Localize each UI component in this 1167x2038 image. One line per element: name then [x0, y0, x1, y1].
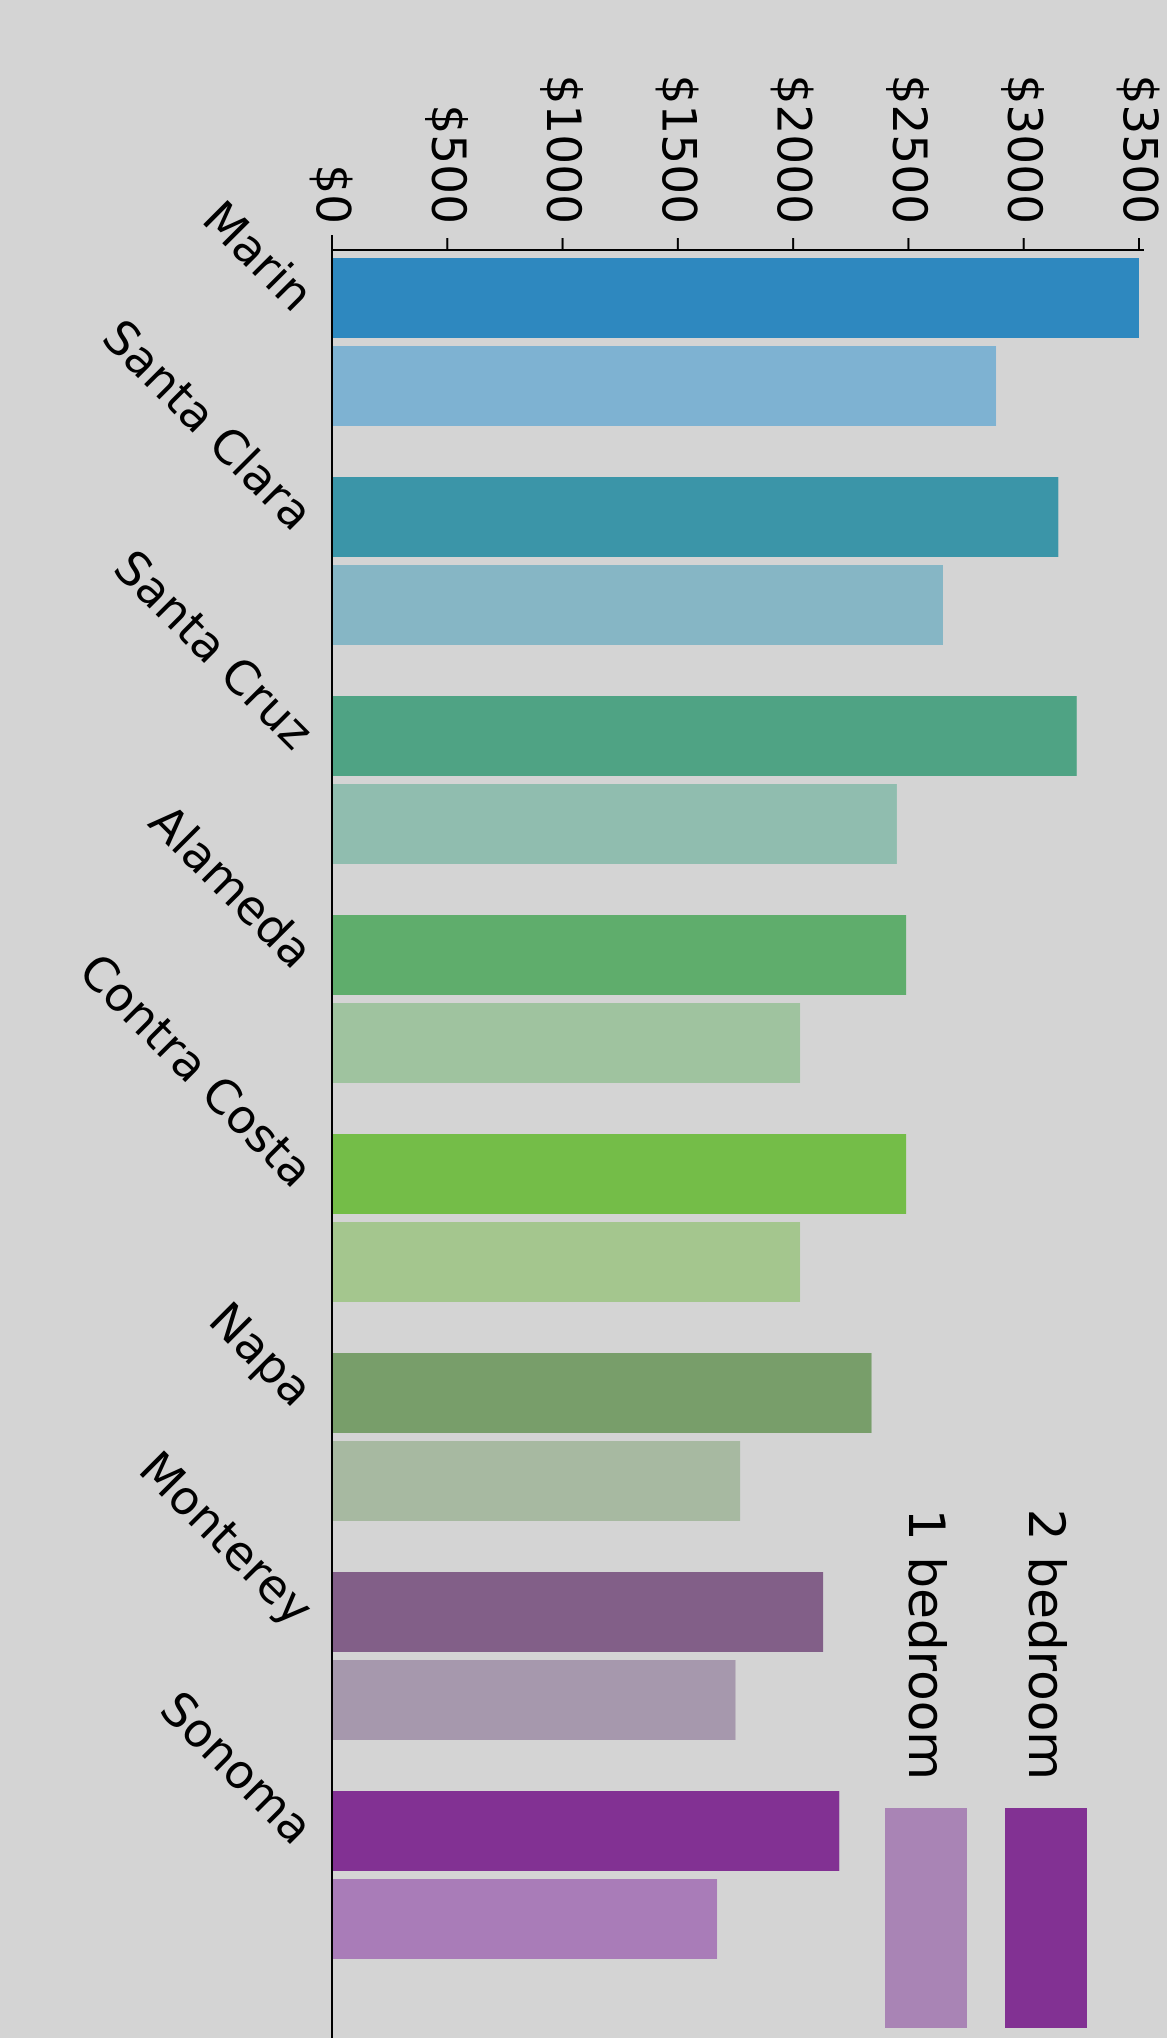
bar-alameda-2-bedroom	[332, 915, 907, 995]
bar-santa-clara-1-bedroom	[332, 565, 944, 645]
category-label: Marin	[192, 191, 324, 323]
bar-monterey-1-bedroom	[332, 1660, 736, 1740]
legend-label: 2 bedroom	[1017, 1509, 1075, 1780]
bar-alameda-1-bedroom	[332, 1003, 801, 1083]
bar-santa-cruz-1-bedroom	[331, 784, 897, 864]
legend-label: 1 bedroom	[897, 1509, 955, 1780]
tick-label: $1500	[650, 74, 705, 224]
bar-sonoma-2-bedroom	[332, 1791, 840, 1871]
legend: 2 bedroom 1 bedroom	[885, 1509, 1087, 2028]
bar-monterey-2-bedroom	[332, 1572, 824, 1652]
plot-area: $0 $500 $1000 $1500 $2000 $2500 $3000 $3500 Mar…	[68, 74, 1167, 2038]
tick-label: $500	[420, 104, 475, 224]
tick-label: $2500	[881, 74, 936, 224]
category-label: Contra Costa	[68, 943, 323, 1198]
bar-contra-costa-1-bedroom	[332, 1222, 801, 1302]
category-label: Alameda	[138, 794, 324, 980]
tick-label: $3500	[1112, 74, 1167, 224]
bars	[331, 258, 1139, 1959]
bar-santa-clara-2-bedroom	[332, 477, 1059, 557]
tick-label: $2000	[766, 74, 821, 224]
tick-label: $3000	[996, 74, 1051, 224]
category-label: Sonoma	[149, 1681, 323, 1855]
category-label: Santa Cruz	[103, 540, 324, 761]
category-label: Monterey	[128, 1441, 323, 1636]
category-label: Napa	[198, 1292, 324, 1418]
tick-label: $1000	[535, 74, 590, 224]
bar-napa-2-bedroom	[331, 1353, 872, 1433]
bar-contra-costa-2-bedroom	[332, 1134, 907, 1214]
bar-marin-2-bedroom	[332, 258, 1139, 338]
bar-santa-cruz-2-bedroom	[331, 696, 1077, 776]
bar-sonoma-1-bedroom	[332, 1879, 718, 1959]
tick-label: $0	[305, 164, 360, 224]
legend-swatch	[1005, 1808, 1087, 2028]
category-label: Santa Clara	[91, 309, 323, 541]
bar-napa-1-bedroom	[332, 1441, 741, 1521]
legend-swatch	[885, 1808, 967, 2028]
axis-ticks: $0 $500 $1000 $1500 $2000 $2500 $3000 $3500	[305, 74, 1167, 250]
bar-marin-1-bedroom	[332, 346, 997, 426]
